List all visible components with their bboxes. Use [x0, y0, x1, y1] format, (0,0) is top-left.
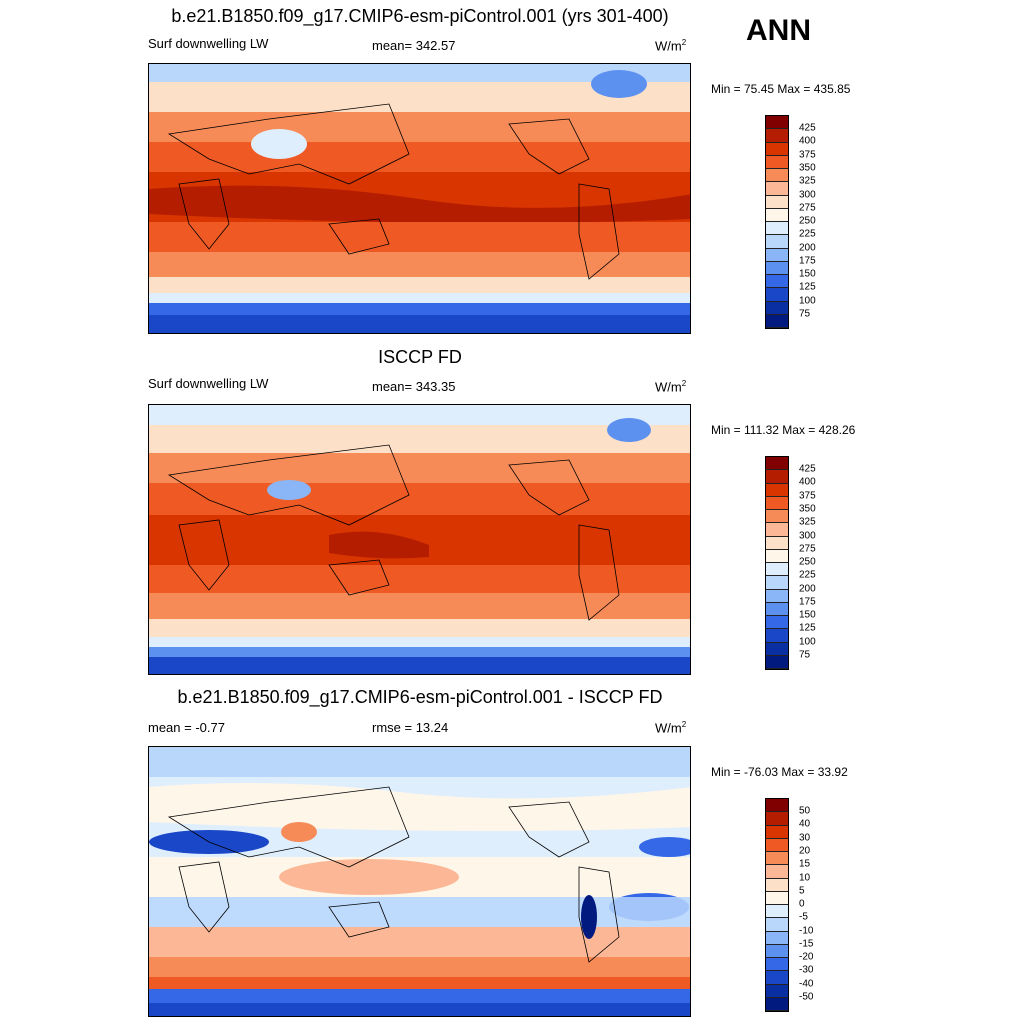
panel-1-colorbar: 425 400 375 350 325 300 275 250 225 200 … [765, 115, 816, 329]
map-field-model [149, 64, 690, 333]
map-field-difference [149, 747, 690, 1016]
tick-label: 125 [799, 281, 816, 293]
panel-3-title: b.e21.B1850.f09_g17.CMIP6-esm-piControl.… [177, 687, 663, 707]
tick-label: 225 [799, 228, 816, 240]
tick-label: 350 [799, 162, 816, 174]
panel-3-minmax: Min = -76.03 Max = 33.92 [711, 765, 848, 779]
tick-label: 20 [799, 845, 811, 857]
tick-label: 150 [799, 609, 816, 621]
panel-1-map [148, 63, 691, 334]
tick-label: 30 [799, 832, 811, 844]
tick-label: 15 [799, 858, 811, 870]
tick-label: 375 [799, 490, 816, 502]
tick-label: 200 [799, 242, 816, 254]
tick-label: 175 [799, 255, 816, 267]
panel-1-variable-label: Surf downwelling LW [148, 36, 269, 51]
panel-2-colorbar: 425 400 375 350 325 300 275 250 225 200 … [765, 456, 816, 670]
panel-1-title: b.e21.B1850.f09_g17.CMIP6-esm-piControl.… [171, 6, 669, 26]
panel-2-variable-label: Surf downwelling LW [148, 376, 269, 391]
colorbar-swatches [765, 798, 789, 1012]
tick-label: 200 [799, 583, 816, 595]
tick-label: 75 [799, 649, 811, 661]
panel-3-rmse-label: rmse = 13.24 [372, 720, 449, 735]
colorbar-swatches [765, 456, 789, 670]
panel-1-minmax: Min = 75.45 Max = 435.85 [711, 82, 851, 96]
tick-label: 400 [799, 135, 816, 147]
panel-3-colorbar: 50 40 30 20 15 10 5 0 -5 -10 -15 -20 -30… [765, 798, 813, 1012]
panel-3-map [148, 746, 691, 1017]
tick-label: 0 [799, 898, 805, 910]
tick-label: 300 [799, 530, 816, 542]
tick-label: -10 [799, 925, 814, 937]
colorbar-swatches [765, 115, 789, 329]
tick-label: 375 [799, 149, 816, 161]
panel-2-mean-label: mean= 343.35 [372, 379, 456, 394]
tick-label: 275 [799, 202, 816, 214]
tick-label: 100 [799, 295, 816, 307]
panel-3-units: W/m2 [655, 720, 687, 736]
tick-label: 10 [799, 872, 811, 884]
tick-label: -15 [799, 938, 814, 950]
tick-label: 40 [799, 818, 811, 830]
tick-label: 150 [799, 268, 816, 280]
panel-2-units: W/m2 [655, 379, 687, 395]
panel-1-mean-label: mean= 342.57 [372, 38, 456, 53]
tick-label: 175 [799, 596, 816, 608]
tick-label: 5 [799, 885, 805, 897]
tick-label: -30 [799, 964, 814, 976]
tick-label: 100 [799, 636, 816, 648]
panel-3-mean-label: mean = -0.77 [148, 720, 225, 735]
tick-label: 400 [799, 476, 816, 488]
tick-label: 250 [799, 215, 816, 227]
season-label: ANN [746, 14, 811, 47]
tick-label: 75 [799, 308, 811, 320]
tick-label: 425 [799, 463, 816, 475]
tick-label: -20 [799, 951, 814, 963]
tick-label: 300 [799, 189, 816, 201]
tick-label: 275 [799, 543, 816, 555]
tick-label: -5 [799, 911, 808, 923]
tick-label: 325 [799, 516, 816, 528]
panel-2-minmax: Min = 111.32 Max = 428.26 [711, 423, 856, 437]
tick-label: -50 [799, 991, 814, 1003]
map-field-obs [149, 405, 690, 674]
tick-label: 425 [799, 122, 816, 134]
tick-label: 325 [799, 175, 816, 187]
panel-2-map [148, 404, 691, 675]
panel-2-title: ISCCP FD [378, 347, 462, 367]
tick-label: -40 [799, 978, 814, 990]
tick-label: 50 [799, 805, 811, 817]
panel-1-units: W/m2 [655, 38, 687, 54]
tick-label: 350 [799, 503, 816, 515]
tick-label: 125 [799, 622, 816, 634]
tick-label: 250 [799, 556, 816, 568]
tick-label: 225 [799, 569, 816, 581]
